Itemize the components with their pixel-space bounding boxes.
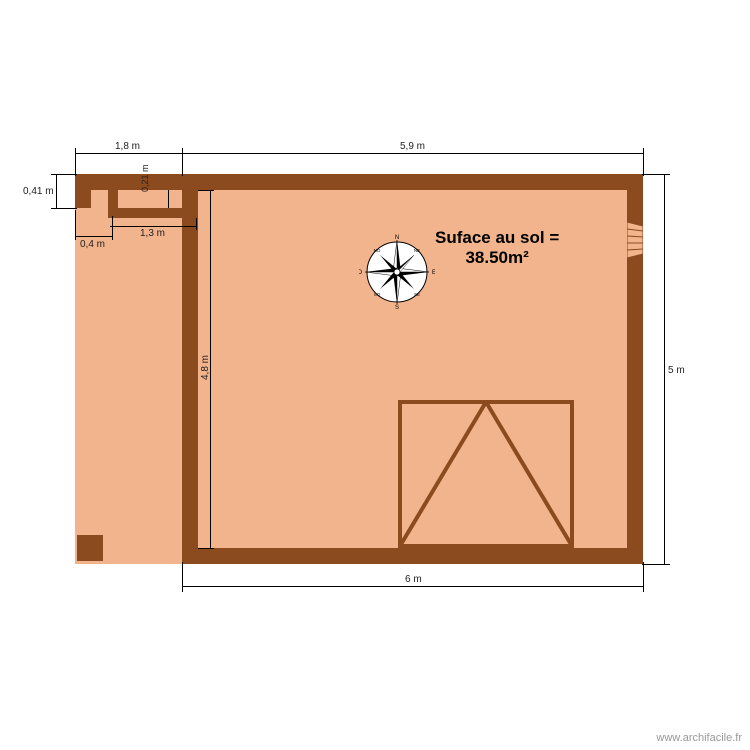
dim-inside-48-label: 4,8 m [200, 355, 211, 380]
svg-text:NO: NO [374, 248, 381, 253]
area-label: Suface au sol = 38.50m² [435, 228, 559, 269]
dim-inside-021 [168, 190, 169, 208]
dim-top-2-label: 5,9 m [400, 141, 425, 152]
dim-top-1 [75, 153, 182, 154]
dim-left-1-label: 0,41 m [23, 186, 54, 197]
floorplan-stage: N S E O NE NO SE SO Suface au sol = 38.5… [0, 0, 750, 750]
wall-left-stub [75, 174, 91, 208]
stair-icon [398, 400, 574, 548]
dim-bottom-1-label: 6 m [405, 574, 422, 585]
pillar-bottom-left [77, 535, 103, 561]
dim-left-1 [56, 174, 57, 208]
wall-inner-stub-h [108, 208, 196, 218]
dim-right-1-label: 5 m [668, 365, 685, 376]
compass-rose-icon: N S E O NE NO SE SO [359, 234, 435, 310]
dim-inside-13-label: 1,3 m [140, 228, 165, 239]
attribution-link[interactable]: www.archifacile.fr [656, 732, 742, 744]
svg-text:SE: SE [414, 292, 420, 297]
area-line2: 38.50m² [435, 248, 559, 268]
dim-inside-13 [110, 226, 196, 227]
svg-text:E: E [432, 270, 435, 276]
dim-bottom-1 [182, 586, 643, 587]
wall-left [182, 174, 198, 564]
wall-bottom [182, 548, 643, 564]
dim-inside-021-label: 0,21 m [140, 164, 150, 192]
svg-text:O: O [359, 270, 362, 276]
dim-right-1 [664, 174, 665, 564]
door-hatch [627, 222, 643, 258]
svg-text:N: N [395, 235, 399, 241]
dim-left-2 [75, 236, 113, 237]
svg-text:SO: SO [374, 292, 381, 297]
dim-left-2-label: 0,4 m [80, 239, 105, 250]
area-line1: Suface au sol = [435, 228, 559, 248]
dim-top-2 [182, 153, 643, 154]
wall-top [182, 174, 643, 190]
wall-top-ext [75, 174, 193, 190]
svg-text:NE: NE [414, 248, 420, 253]
svg-text:S: S [395, 305, 399, 310]
dim-top-1-label: 1,8 m [115, 141, 140, 152]
